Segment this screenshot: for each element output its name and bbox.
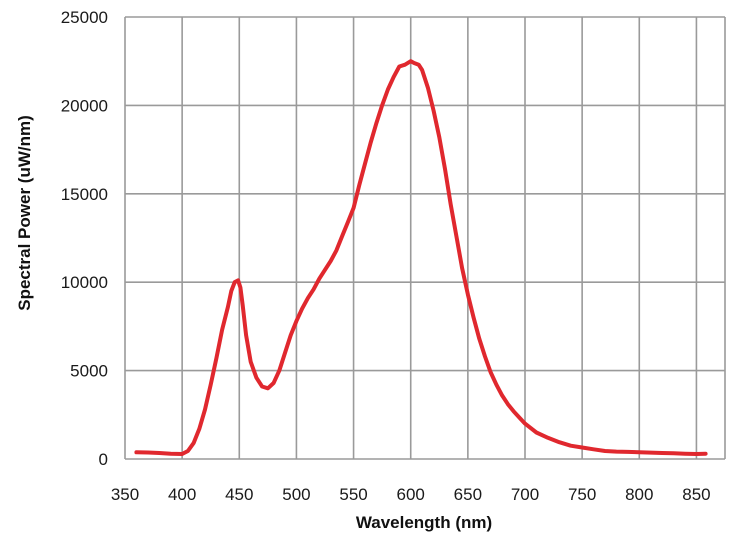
x-tick-label: 600	[397, 485, 425, 504]
y-tick-label: 15000	[61, 185, 108, 204]
x-tick-label: 500	[282, 485, 310, 504]
tick-labels: 350 400 450 500 550 600 650 700 750 800 850 0 5000 10…	[61, 8, 711, 504]
x-tick-label: 700	[511, 485, 539, 504]
x-tick-label: 550	[339, 485, 367, 504]
spectral-power-line	[134, 59, 708, 456]
x-tick-label: 450	[225, 485, 253, 504]
x-tick-label: 800	[625, 485, 653, 504]
y-tick-label: 10000	[61, 273, 108, 292]
series-layer	[134, 59, 708, 456]
x-tick-label: 750	[568, 485, 596, 504]
y-axis-title: Spectral Power (uW/nm)	[15, 115, 34, 311]
y-tick-label: 20000	[61, 96, 108, 115]
y-tick-label: 0	[99, 450, 108, 469]
y-tick-label: 5000	[70, 362, 108, 381]
x-tick-label: 400	[168, 485, 196, 504]
x-tick-label: 650	[454, 485, 482, 504]
x-tick-label: 350	[111, 485, 139, 504]
y-tick-label: 25000	[61, 8, 108, 27]
x-axis-title: Wavelength (nm)	[356, 513, 492, 532]
grid	[124, 16, 726, 460]
x-tick-label: 850	[682, 485, 710, 504]
